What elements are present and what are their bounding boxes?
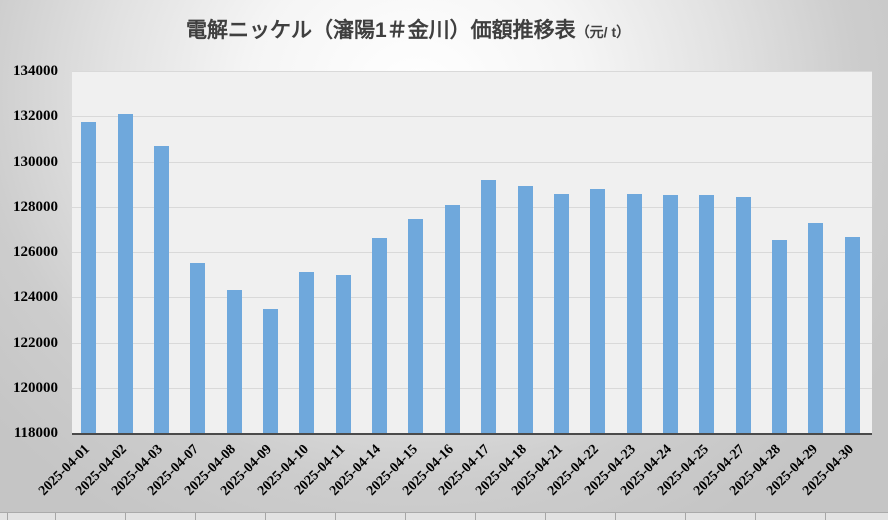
bar-2025-04-03 [153,145,169,433]
bar-2025-04-16 [444,204,460,433]
x-axis-line [72,433,872,435]
bar-2025-04-27 [735,196,751,433]
bar-2025-04-11 [335,274,351,433]
bar-2025-04-09 [263,308,278,433]
bar-2025-04-30 [844,237,860,433]
y-tick-label-122000: 122000 [13,334,58,351]
bar-2025-04-22 [590,188,606,433]
y-tick-label-132000: 132000 [13,108,58,125]
bar-2025-04-18 [517,186,533,433]
bar-2025-04-08 [226,290,242,433]
y-tick-label-118000: 118000 [13,425,58,441]
gridline-132000 [72,116,872,118]
bar-2025-04-28 [772,239,788,433]
gridline-128000 [72,206,872,208]
bar-2025-04-02 [117,114,133,433]
y-tick-label-130000: 130000 [13,153,58,170]
y-tick-label-134000: 134000 [13,63,58,79]
bar-2025-04-10 [299,272,315,433]
gridline-134000 [72,71,872,72]
gridline-126000 [72,252,872,253]
y-tick-label-124000: 124000 [13,289,58,306]
bar-2025-04-21 [553,194,569,433]
bar-2025-04-15 [408,219,424,433]
y-tick-label-126000: 126000 [13,244,58,260]
gridline-130000 [72,161,872,163]
chart-title: 電解ニッケル（瀋陽1＃金川）価額推移表（元/ t） [186,14,630,44]
bar-2025-04-17 [481,179,497,433]
gridline-120000 [72,387,872,389]
spreadsheet-row-strip [0,512,888,520]
bar-2025-04-07 [190,263,206,433]
bar-2025-04-24 [663,195,678,433]
bar-2025-04-23 [626,194,642,433]
gridline-122000 [72,342,872,344]
chart-title-unit: （元/ t） [575,24,631,40]
gridline-124000 [72,297,872,299]
plot-area [72,71,872,433]
chart-title-main: 電解ニッケル（瀋陽1＃金川）価額推移表 [186,19,576,42]
y-tick-label-120000: 120000 [13,379,58,396]
bar-2025-04-29 [808,222,824,433]
bar-2025-04-25 [699,195,715,433]
bar-2025-04-14 [372,238,388,433]
bar-2025-04-01 [81,121,97,433]
y-tick-label-128000: 128000 [13,198,58,215]
